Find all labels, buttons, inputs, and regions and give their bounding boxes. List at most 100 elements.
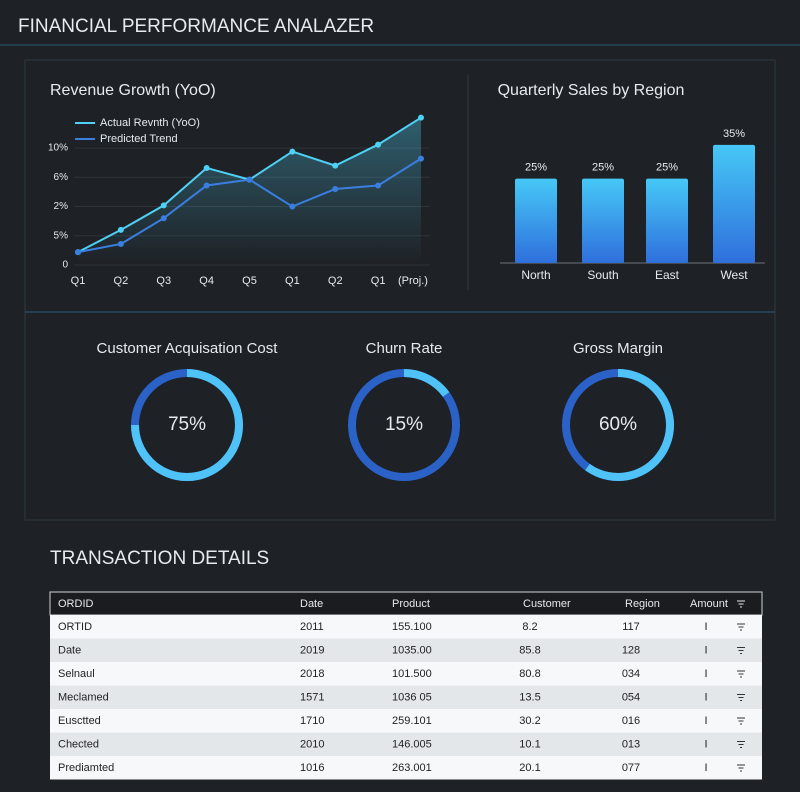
x-tick-label: Q2	[114, 275, 129, 287]
data-point	[203, 164, 210, 171]
table-cell: 016	[622, 715, 640, 727]
table-cell: Date	[58, 644, 81, 656]
table-cell: I	[704, 715, 707, 727]
table-cell: 259.101	[392, 715, 432, 727]
table-row-bg	[50, 615, 762, 639]
table-cell: ORTID	[58, 621, 92, 633]
table-cell: 1571	[300, 691, 324, 703]
column-header: Customer	[523, 598, 571, 610]
table-cell: I	[704, 644, 707, 656]
table-cell: 1035.00	[392, 644, 432, 656]
x-tick-label: (Proj.)	[398, 275, 428, 287]
data-point	[203, 182, 210, 189]
y-tick-label: 5%	[54, 230, 69, 241]
gauge-title: Customer Acquisation Cost	[97, 340, 279, 357]
table: ORDID Date Product Customer Region Amount ORTI…	[49, 591, 763, 780]
table-cell: I	[704, 621, 707, 633]
table-cell: Selnaul	[58, 668, 95, 680]
table-cell: 013	[622, 738, 640, 750]
x-tick-label: North	[521, 268, 550, 282]
gauge-value: 15%	[385, 414, 423, 435]
value-label: 25%	[656, 162, 678, 174]
table-cell: 263.001	[392, 762, 432, 774]
gauge-value: 60%	[599, 414, 637, 435]
x-tick-label: Q5	[242, 275, 257, 287]
table-cell: I	[704, 762, 707, 774]
table-cell: I	[704, 738, 707, 750]
table-cell: Meclamed	[58, 691, 109, 703]
bar	[515, 178, 557, 263]
gauge-title: Churn Rate	[366, 340, 443, 357]
panel-frame	[24, 59, 776, 521]
y-tick-label: 6%	[54, 172, 69, 183]
bar	[582, 178, 624, 263]
value-label: 25%	[525, 162, 547, 174]
y-tick-label: 0	[62, 260, 68, 271]
table-cell: 2018	[300, 668, 324, 680]
legend-label: Actual Revnth (YoO)	[100, 117, 200, 129]
table-cell: 8.2	[522, 621, 537, 633]
x-tick-label: Q4	[199, 275, 214, 287]
data-point	[246, 176, 253, 183]
table-row-bg	[50, 662, 762, 686]
x-tick-label: East	[655, 268, 680, 282]
data-point	[332, 162, 339, 169]
data-point	[117, 226, 124, 233]
table-cell: 054	[622, 691, 640, 703]
data-point	[418, 114, 424, 121]
column-header: Amount	[690, 598, 728, 610]
table-cell: I	[704, 668, 707, 680]
bar	[713, 144, 755, 263]
chart-title: Revenue Growth (YoO)	[50, 82, 216, 99]
page-title: FINANCIAL PERFORMANCE ANALAZER	[18, 16, 374, 37]
bar	[646, 178, 688, 263]
table-cell: 077	[622, 762, 640, 774]
table-cell: 2019	[300, 644, 324, 656]
table-cell: Eusctted	[58, 715, 101, 727]
table-cell: 1036 05	[392, 691, 432, 703]
y-tick-label: 2%	[54, 201, 69, 212]
table-cell: Prediamted	[58, 762, 114, 774]
table-row-bg	[50, 685, 762, 709]
data-point	[375, 141, 382, 148]
gauge-arc	[585, 369, 674, 481]
table-cell: 30.2	[519, 715, 540, 727]
x-tick-label: Q1	[371, 275, 386, 287]
column-header: Region	[625, 598, 660, 610]
gauge-title: Gross Margin	[573, 340, 663, 357]
table-row-bg	[50, 756, 762, 780]
x-tick-label: Q3	[156, 275, 171, 287]
data-point	[332, 186, 339, 192]
table-cell: 117	[622, 621, 640, 633]
data-point	[75, 249, 81, 256]
gauge-value: 75%	[168, 414, 206, 435]
legend-label: Predicted Trend	[100, 133, 178, 145]
x-tick-label: Q1	[285, 275, 300, 287]
chart-title: Quarterly Sales by Region	[498, 82, 685, 99]
table-title: TRANSACTION DETAILS	[50, 548, 269, 569]
data-point	[375, 182, 382, 189]
x-tick-label: South	[587, 268, 618, 282]
table-cell: 101.500	[392, 668, 432, 680]
data-point	[160, 202, 167, 209]
column-header: Date	[300, 598, 323, 610]
table-cell: 80.8	[519, 668, 540, 680]
x-tick-label: West	[720, 268, 748, 282]
data-point	[117, 240, 124, 247]
column-header: ORDID	[58, 598, 94, 610]
gauge-arc	[131, 369, 243, 481]
table-cell: 2010	[300, 738, 324, 750]
table-cell: 2011	[300, 621, 324, 633]
table-row-bg	[50, 709, 762, 733]
table-cell: 128	[622, 644, 640, 656]
table-cell: 1016	[300, 762, 324, 774]
data-point	[418, 155, 424, 162]
table-cell: 146.005	[392, 738, 432, 750]
x-tick-label: Q2	[328, 275, 343, 287]
table-cell: Chected	[58, 738, 99, 750]
area-fill	[78, 117, 421, 265]
value-label: 25%	[592, 162, 614, 174]
table-cell: 13.5	[519, 691, 540, 703]
